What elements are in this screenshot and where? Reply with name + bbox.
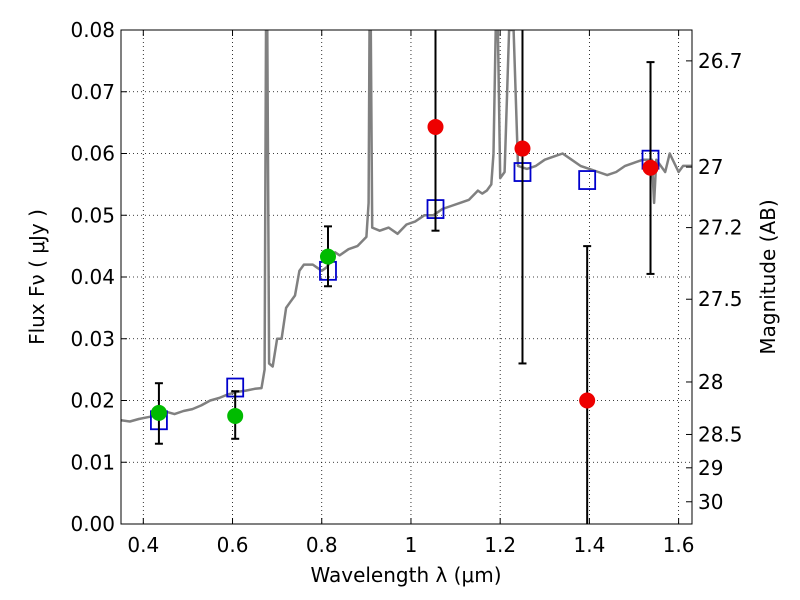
right-tick-label: 28.5 — [698, 422, 743, 446]
y-tick-label: 0.07 — [70, 80, 115, 104]
y-tick-label: 0.01 — [70, 450, 115, 474]
y-tick-label: 0.06 — [70, 142, 115, 166]
x-tick-label: 0.8 — [306, 533, 338, 557]
y-tick-label: 0.05 — [70, 203, 115, 227]
x-tick-label: 1 — [405, 533, 418, 557]
spectrum-line — [121, 30, 692, 423]
x-tick-label: 0.4 — [127, 533, 159, 557]
observed-point — [227, 407, 244, 424]
y-axis-label: Flux Fν ( μJy ) — [25, 209, 49, 345]
y-tick-label: 0.00 — [70, 512, 115, 536]
right-axis-label: Magnitude (AB) — [756, 199, 780, 354]
axis-ticks: 0.4 0.6 0.8 1 1.2 1.4 1.6 0.00 0.01 0.02 0.03 0.04 0… — [70, 18, 742, 557]
x-tick-label: 1.6 — [663, 533, 695, 557]
x-axis-label: Wavelength λ (μm) — [310, 563, 501, 587]
right-tick-label: 29 — [698, 456, 723, 480]
right-tick-label: 28 — [698, 370, 723, 394]
observed-point — [319, 248, 336, 265]
model-point-square — [578, 170, 597, 190]
x-tick-label: 1.2 — [484, 533, 516, 557]
observed-point — [642, 159, 659, 176]
observed-point — [427, 118, 444, 135]
right-tick-label: 27 — [698, 155, 723, 179]
right-tick-label: 26.7 — [698, 49, 743, 73]
y-tick-label: 0.08 — [70, 18, 115, 42]
observed-point — [150, 404, 167, 421]
error-bars — [150, 30, 659, 524]
observed-point — [514, 140, 531, 157]
x-tick-label: 0.6 — [217, 533, 249, 557]
y-tick-label: 0.03 — [70, 327, 115, 351]
right-tick-label: 30 — [698, 490, 723, 514]
y-tick-label: 0.02 — [70, 389, 115, 413]
right-tick-label: 27.2 — [698, 216, 743, 240]
y-tick-label: 0.04 — [70, 265, 115, 289]
right-tick-label: 27.5 — [698, 287, 743, 311]
x-tick-label: 1.4 — [573, 533, 605, 557]
observed-point — [579, 392, 596, 409]
